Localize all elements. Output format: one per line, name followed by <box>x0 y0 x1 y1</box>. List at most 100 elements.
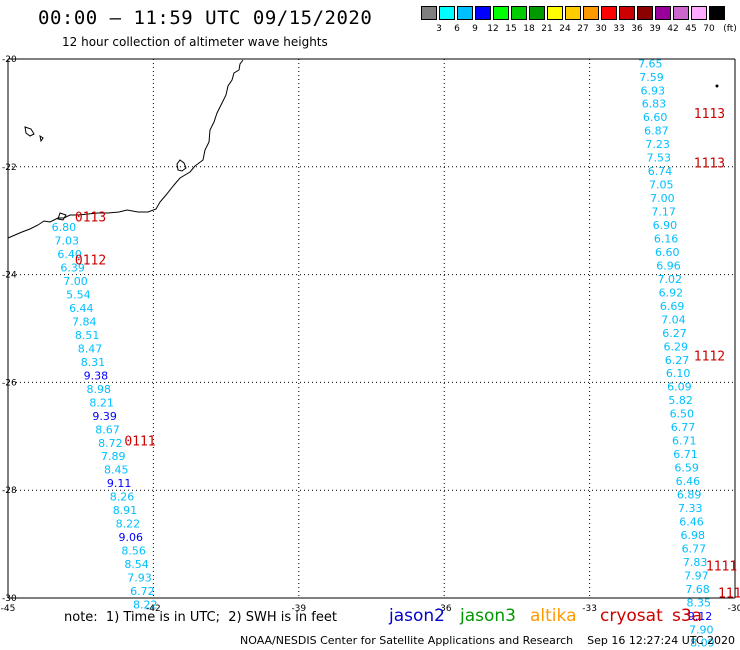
wave-height-value: 6.16 <box>654 232 679 245</box>
satellite-name: altika <box>530 606 577 626</box>
y-tick-label: -26 <box>2 378 17 388</box>
x-tick-label: -30 <box>728 604 740 614</box>
legend-swatch <box>439 6 455 20</box>
wave-height-value: 7.23 <box>645 138 670 151</box>
legend-label: 30 <box>595 24 607 34</box>
wave-height-value: 6.60 <box>655 246 680 259</box>
wave-height-value: 5.54 <box>66 289 91 302</box>
wave-height-value: 7.17 <box>651 206 676 219</box>
wave-height-value: 8.56 <box>121 545 146 558</box>
legend-label: 9 <box>472 24 478 34</box>
legend-label: 27 <box>577 24 589 34</box>
wave-height-value: 6.96 <box>656 259 681 272</box>
axis-labels: -45 -42 -39 -36 -33 -30 -20 -22 -24 -26 -28 -30 <box>1 55 740 614</box>
legend-swatch <box>691 6 707 20</box>
wave-height-value: 6.46 <box>676 475 701 488</box>
wave-height-value: 6.44 <box>69 302 94 315</box>
wave-height-value: 8.31 <box>81 356 106 369</box>
legend-swatch <box>601 6 617 20</box>
wave-height-value: 6.09 <box>667 381 692 394</box>
wave-height-value: 8.09 <box>690 637 715 650</box>
map-title: 00:00 – 11:59 UTC 09/15/2020 <box>38 7 373 29</box>
wave-height-value: 7.02 <box>657 273 682 286</box>
legend-swatch <box>547 6 563 20</box>
wave-height-value: 6.77 <box>682 542 707 555</box>
satellite-name: s3a <box>672 606 703 626</box>
legend-label: 39 <box>649 24 661 34</box>
legend-label: 18 <box>523 24 535 34</box>
legend-label: 12 <box>487 24 499 34</box>
y-tick-label: -20 <box>2 55 17 65</box>
satellite-name: cryosat <box>600 606 663 626</box>
wave-height-value: 8.98 <box>87 383 112 396</box>
wave-height-value: 8.35 <box>687 596 712 609</box>
legend-swatch <box>619 6 635 20</box>
pass-time-label: 0112 <box>75 254 106 269</box>
wave-height-value: 7.90 <box>689 623 714 636</box>
coastline <box>39 134 44 143</box>
wave-height-value: 7.33 <box>678 502 703 515</box>
legend-swatch <box>493 6 509 20</box>
wave-height-value: 7.93 <box>127 572 152 585</box>
legend-swatch <box>583 6 599 20</box>
wave-height-value: 8.26 <box>110 491 135 504</box>
wave-height-value: 9.06 <box>119 531 144 544</box>
pass-time-label: 1113 <box>694 107 725 122</box>
wave-height-value: 7.04 <box>661 313 686 326</box>
legend-swatch <box>565 6 581 20</box>
wave-height-value: 6.46 <box>679 515 704 528</box>
legend-swatch <box>655 6 671 20</box>
legend-swatch <box>529 6 545 20</box>
wave-height-value: 6.10 <box>666 367 691 380</box>
wave-height-value: 6.39 <box>60 262 85 275</box>
wave-height-value: 6.59 <box>674 462 699 475</box>
wave-height-value: 7.00 <box>650 192 675 205</box>
y-tick-label: -28 <box>2 486 17 496</box>
wave-height-value: 6.87 <box>644 125 669 138</box>
wave-height-value: 6.93 <box>640 84 665 97</box>
note-text: note: 1) Time is in UTC; 2) SWH is in fe… <box>64 610 337 625</box>
map-grid <box>7 58 736 599</box>
satellite-name: jason3 <box>460 606 516 626</box>
y-tick-label: -22 <box>2 163 17 173</box>
pass-time-label: 0111 <box>124 435 155 450</box>
wave-height-value: 6.71 <box>672 435 697 448</box>
wave-height-value: 9.39 <box>92 410 117 423</box>
wave-height-value: 6.98 <box>680 529 705 542</box>
legend-label: 6 <box>454 24 460 34</box>
map-subtitle: 12 hour collection of altimeter wave hei… <box>62 35 328 49</box>
island-dot <box>715 84 719 88</box>
wave-height-value: 6.72 <box>130 585 155 598</box>
legend-label: 24 <box>559 24 571 34</box>
wave-height-value: 8.54 <box>124 558 149 571</box>
wave-height-value: 8.22 <box>116 518 141 531</box>
y-tick-label: -24 <box>2 271 17 281</box>
x-tick-label: -42 <box>146 604 161 614</box>
y-tick-label: -30 <box>2 594 17 604</box>
wave-height-value: 8.47 <box>78 342 103 355</box>
wave-height-value: 8.21 <box>89 396 114 409</box>
wave-height-value: 8.67 <box>95 423 120 436</box>
wave-height-value: 6.77 <box>671 421 696 434</box>
wave-height-value: 6.83 <box>642 98 667 111</box>
x-tick-label: -33 <box>582 604 597 614</box>
coastline <box>176 159 187 172</box>
legend-label: 70 <box>703 24 715 34</box>
wave-height-value: 7.53 <box>647 152 672 165</box>
coastline <box>57 212 67 221</box>
wave-height-value: 6.89 <box>677 489 702 502</box>
wave-height-value: 7.97 <box>684 569 709 582</box>
legend-label: 3 <box>436 24 442 34</box>
legend-swatch <box>709 6 725 20</box>
wave-height-value: 9.11 <box>107 477 132 490</box>
wave-height-value: 7.00 <box>63 275 88 288</box>
pass-time-label: 1112 <box>694 349 725 364</box>
wave-height-value: 7.59 <box>639 71 664 84</box>
wave-height-value: 6.69 <box>660 300 685 313</box>
legend-swatch <box>511 6 527 20</box>
x-tick-label: -39 <box>291 604 306 614</box>
wave-height-value: 6.74 <box>648 165 673 178</box>
legend-swatch <box>637 6 653 20</box>
wave-height-value: 8.91 <box>113 504 138 517</box>
